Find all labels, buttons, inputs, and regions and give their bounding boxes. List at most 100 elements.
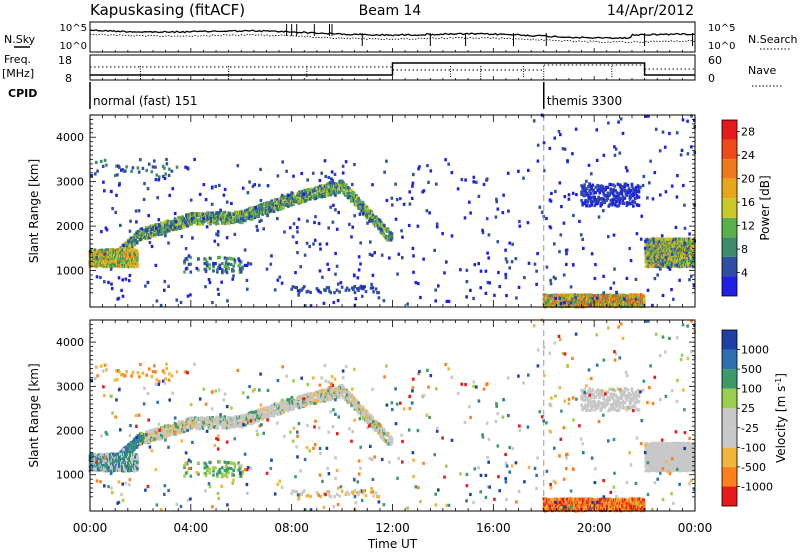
power-cell	[223, 187, 227, 192]
power-cell	[200, 216, 203, 220]
power-cell	[371, 211, 374, 215]
power-cell	[109, 256, 113, 260]
power-cell	[95, 160, 98, 164]
power-cell	[204, 269, 208, 273]
power-cell	[562, 293, 566, 297]
power-cell	[383, 224, 386, 228]
power-cell	[259, 167, 262, 171]
velocity-cell	[172, 427, 176, 431]
power-cell	[243, 214, 246, 218]
power-cell	[296, 230, 299, 234]
power-cell	[330, 177, 333, 181]
power-cell	[609, 304, 612, 308]
power-cell	[159, 232, 162, 236]
power-cell	[609, 183, 613, 187]
power-cell	[598, 184, 601, 188]
power-cell	[334, 208, 337, 212]
power-cell	[168, 193, 171, 197]
velocity-cell	[159, 437, 162, 441]
power-cell	[565, 262, 568, 266]
power-cell	[233, 261, 237, 265]
power-cell	[175, 225, 179, 229]
power-cell	[635, 304, 639, 308]
power-cell	[136, 229, 140, 234]
power-cell	[487, 233, 491, 237]
power-cell	[678, 278, 681, 282]
power-cell	[95, 252, 99, 256]
power-cell	[241, 221, 244, 225]
power-cell	[600, 293, 604, 297]
power-cell	[320, 171, 323, 175]
power-cell	[145, 168, 148, 173]
power-cell	[443, 271, 446, 275]
power-cell	[160, 221, 164, 225]
power-cell	[143, 230, 146, 234]
power-cell	[317, 190, 320, 194]
power-cell	[594, 263, 597, 267]
power-cell	[601, 185, 604, 189]
power-cell	[664, 190, 668, 194]
power-cell	[249, 206, 252, 211]
power-cell	[406, 302, 409, 306]
power-cell	[163, 222, 167, 226]
power-cell	[243, 212, 246, 216]
power-cell	[554, 277, 557, 281]
velocity-cell	[176, 427, 180, 431]
power-cell	[327, 184, 330, 189]
power-cell	[560, 205, 563, 209]
power-cell	[125, 254, 128, 258]
power-cell	[390, 232, 394, 236]
power-cell	[243, 263, 247, 267]
power-cell	[322, 301, 326, 305]
power-cell	[377, 296, 381, 300]
power-cell	[314, 197, 317, 201]
power-cell	[111, 258, 115, 262]
power-cell	[681, 118, 685, 122]
velocity-cell	[160, 433, 163, 437]
power-cell	[559, 133, 562, 137]
power-cell	[236, 164, 240, 168]
power-cell	[361, 203, 365, 207]
power-cell	[460, 178, 464, 182]
power-cell	[536, 159, 540, 163]
power-cell	[109, 267, 113, 271]
power-cell	[552, 275, 556, 279]
power-cell	[146, 280, 150, 285]
power-cell	[383, 227, 386, 232]
power-cell	[358, 200, 362, 205]
power-cell	[334, 251, 337, 256]
freq-ytick-left: 8	[65, 72, 72, 85]
power-cell	[642, 174, 646, 179]
power-cell	[654, 127, 658, 131]
power-cell	[419, 295, 422, 300]
power-cell	[371, 273, 375, 277]
power-cell	[674, 261, 678, 265]
power-cell	[608, 193, 612, 197]
power-cell	[189, 293, 192, 297]
power-cell	[276, 278, 280, 282]
power-cell	[668, 131, 671, 136]
power-cell	[615, 290, 618, 294]
power-cell	[249, 214, 253, 218]
power-cell	[99, 275, 102, 280]
power-cell	[322, 189, 326, 193]
power-cell	[195, 266, 199, 270]
power-cell	[637, 203, 641, 208]
power-cell	[107, 280, 110, 284]
power-cell	[315, 186, 319, 191]
power-cell	[346, 191, 349, 196]
power-cell	[155, 299, 159, 303]
power-cell	[223, 269, 227, 273]
power-cell	[561, 147, 565, 151]
power-cell	[90, 174, 93, 178]
power-cell	[237, 257, 240, 261]
power-cell	[212, 269, 215, 273]
power-cell	[182, 218, 185, 222]
power-cell	[465, 280, 469, 284]
power-cell	[397, 252, 401, 256]
power-cell	[292, 174, 295, 178]
power-cell	[238, 259, 241, 263]
velocity-cell	[148, 433, 152, 437]
power-cell	[369, 286, 373, 290]
